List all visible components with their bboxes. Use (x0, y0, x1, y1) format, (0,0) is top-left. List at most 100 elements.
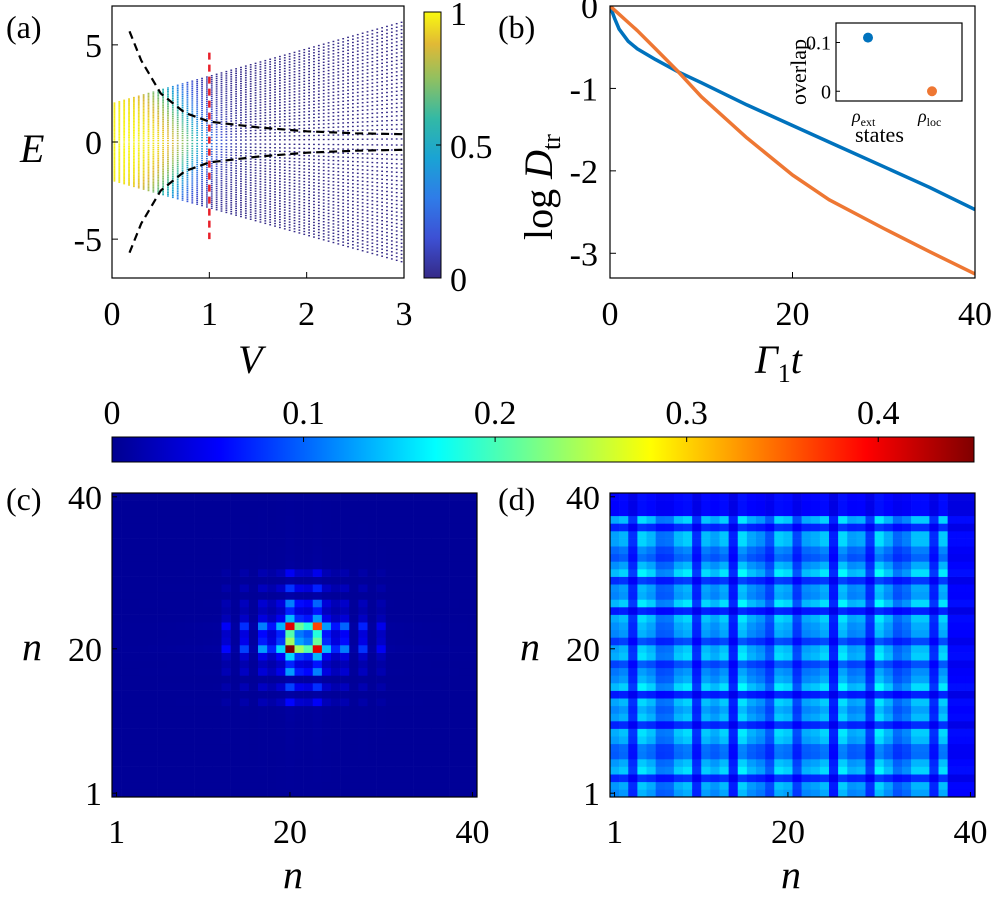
heat-cell (267, 698, 277, 707)
spectrum-point (337, 171, 340, 173)
spectrum-point (298, 209, 301, 212)
spectrum-point (220, 107, 223, 109)
heat-cell (294, 637, 304, 646)
spectrum-point (147, 170, 150, 172)
spectrum-point (288, 167, 291, 169)
spectrum-point (142, 166, 145, 168)
spectrum-point (167, 133, 169, 135)
spectrum-point (390, 225, 393, 227)
spectrum-point (308, 208, 310, 211)
spectrum-point (249, 136, 252, 138)
heat-cell (121, 508, 131, 517)
spectrum-point (356, 91, 359, 94)
heat-cell (394, 599, 405, 608)
heat-cell (321, 660, 332, 669)
spectrum-point (259, 76, 262, 78)
spectrum-point (264, 101, 267, 103)
spectrum-point (176, 126, 179, 129)
spectrum-point (201, 136, 203, 139)
spectrum-point (147, 189, 150, 192)
heat-cell (340, 614, 350, 623)
spectrum-point (381, 252, 383, 254)
spectrum-point (400, 43, 403, 46)
spectrum-point (123, 111, 126, 113)
spectrum-point (162, 167, 164, 169)
spectrum-point (352, 234, 354, 236)
inset-overlap: 0.10 states overlap ρext ρloc (786, 22, 963, 147)
heat-cell (230, 766, 241, 775)
spectrum-point (128, 114, 130, 116)
heat-cell (267, 736, 277, 745)
spectrum-point (298, 183, 301, 185)
spectrum-point (308, 104, 310, 106)
spectrum-point (215, 183, 218, 186)
spectrum-point (303, 98, 306, 101)
spectrum-point (142, 149, 145, 152)
heat-cell (194, 629, 204, 638)
spectrum-point (123, 170, 126, 172)
spectrum-point (235, 194, 237, 196)
spectrum-point (210, 165, 213, 167)
heat-cell (258, 667, 268, 676)
spectrum-point (215, 194, 218, 196)
spectrum-point (215, 151, 218, 153)
spectrum-point (249, 64, 252, 66)
spectrum-point (167, 151, 169, 153)
spectrum-point (230, 71, 233, 74)
spectrum-point (176, 191, 179, 193)
spectrum-point (279, 191, 281, 194)
spectrum-point (356, 190, 359, 193)
heat-cell (121, 629, 131, 638)
spectrum-point (235, 179, 237, 182)
spectrum-point (201, 125, 203, 127)
spectrum-point (308, 124, 310, 126)
spectrum-point (147, 104, 150, 107)
spectrum-point (137, 129, 140, 131)
heat-cell (139, 493, 149, 501)
spectrum-point (118, 171, 121, 174)
spectrum-point (249, 78, 252, 80)
spectrum-point (142, 125, 145, 128)
spectrum-point (347, 65, 349, 68)
spectrum-point (274, 88, 276, 91)
heat-cell (385, 531, 396, 539)
spectrum-point (152, 160, 155, 163)
spectrum-point (322, 211, 325, 214)
spectrum-point (308, 76, 310, 79)
spectrum-point (230, 193, 233, 195)
spectrum-point (356, 148, 359, 151)
heat-cell (212, 523, 222, 532)
spectrum-point (361, 45, 364, 48)
heat-cell (394, 508, 405, 517)
spectrum-point (390, 183, 393, 185)
heat-cell (294, 599, 304, 608)
spectrum-point (191, 200, 194, 202)
heat-cell (139, 523, 149, 532)
spectrum-point (128, 169, 130, 171)
spectrum-point (254, 149, 257, 152)
heat-cell (267, 637, 277, 646)
spectrum-point (381, 190, 383, 192)
spectrum-point (152, 140, 155, 142)
energy-spectrum-points (113, 21, 403, 263)
spectrum-point (186, 134, 189, 137)
spectrum-point (220, 168, 223, 170)
spectrum-point (142, 179, 145, 182)
spectrum-point (283, 87, 286, 89)
spectrum-point (230, 149, 233, 151)
spectrum-point (225, 166, 228, 169)
spectrum-point (118, 125, 121, 127)
spectrum-point (206, 148, 208, 150)
spectrum-point (395, 256, 398, 258)
heat-cell (312, 576, 323, 585)
spectrum-point (206, 86, 208, 88)
spectrum-point (327, 63, 330, 65)
heat-cell (203, 667, 213, 676)
spectrum-point (152, 174, 155, 176)
spectrum-point (254, 164, 257, 166)
spectrum-point (274, 143, 276, 145)
spectrum-point (254, 132, 257, 135)
spectrum-point (337, 195, 340, 197)
spectrum-point (171, 151, 174, 153)
spectrum-point (113, 164, 116, 166)
